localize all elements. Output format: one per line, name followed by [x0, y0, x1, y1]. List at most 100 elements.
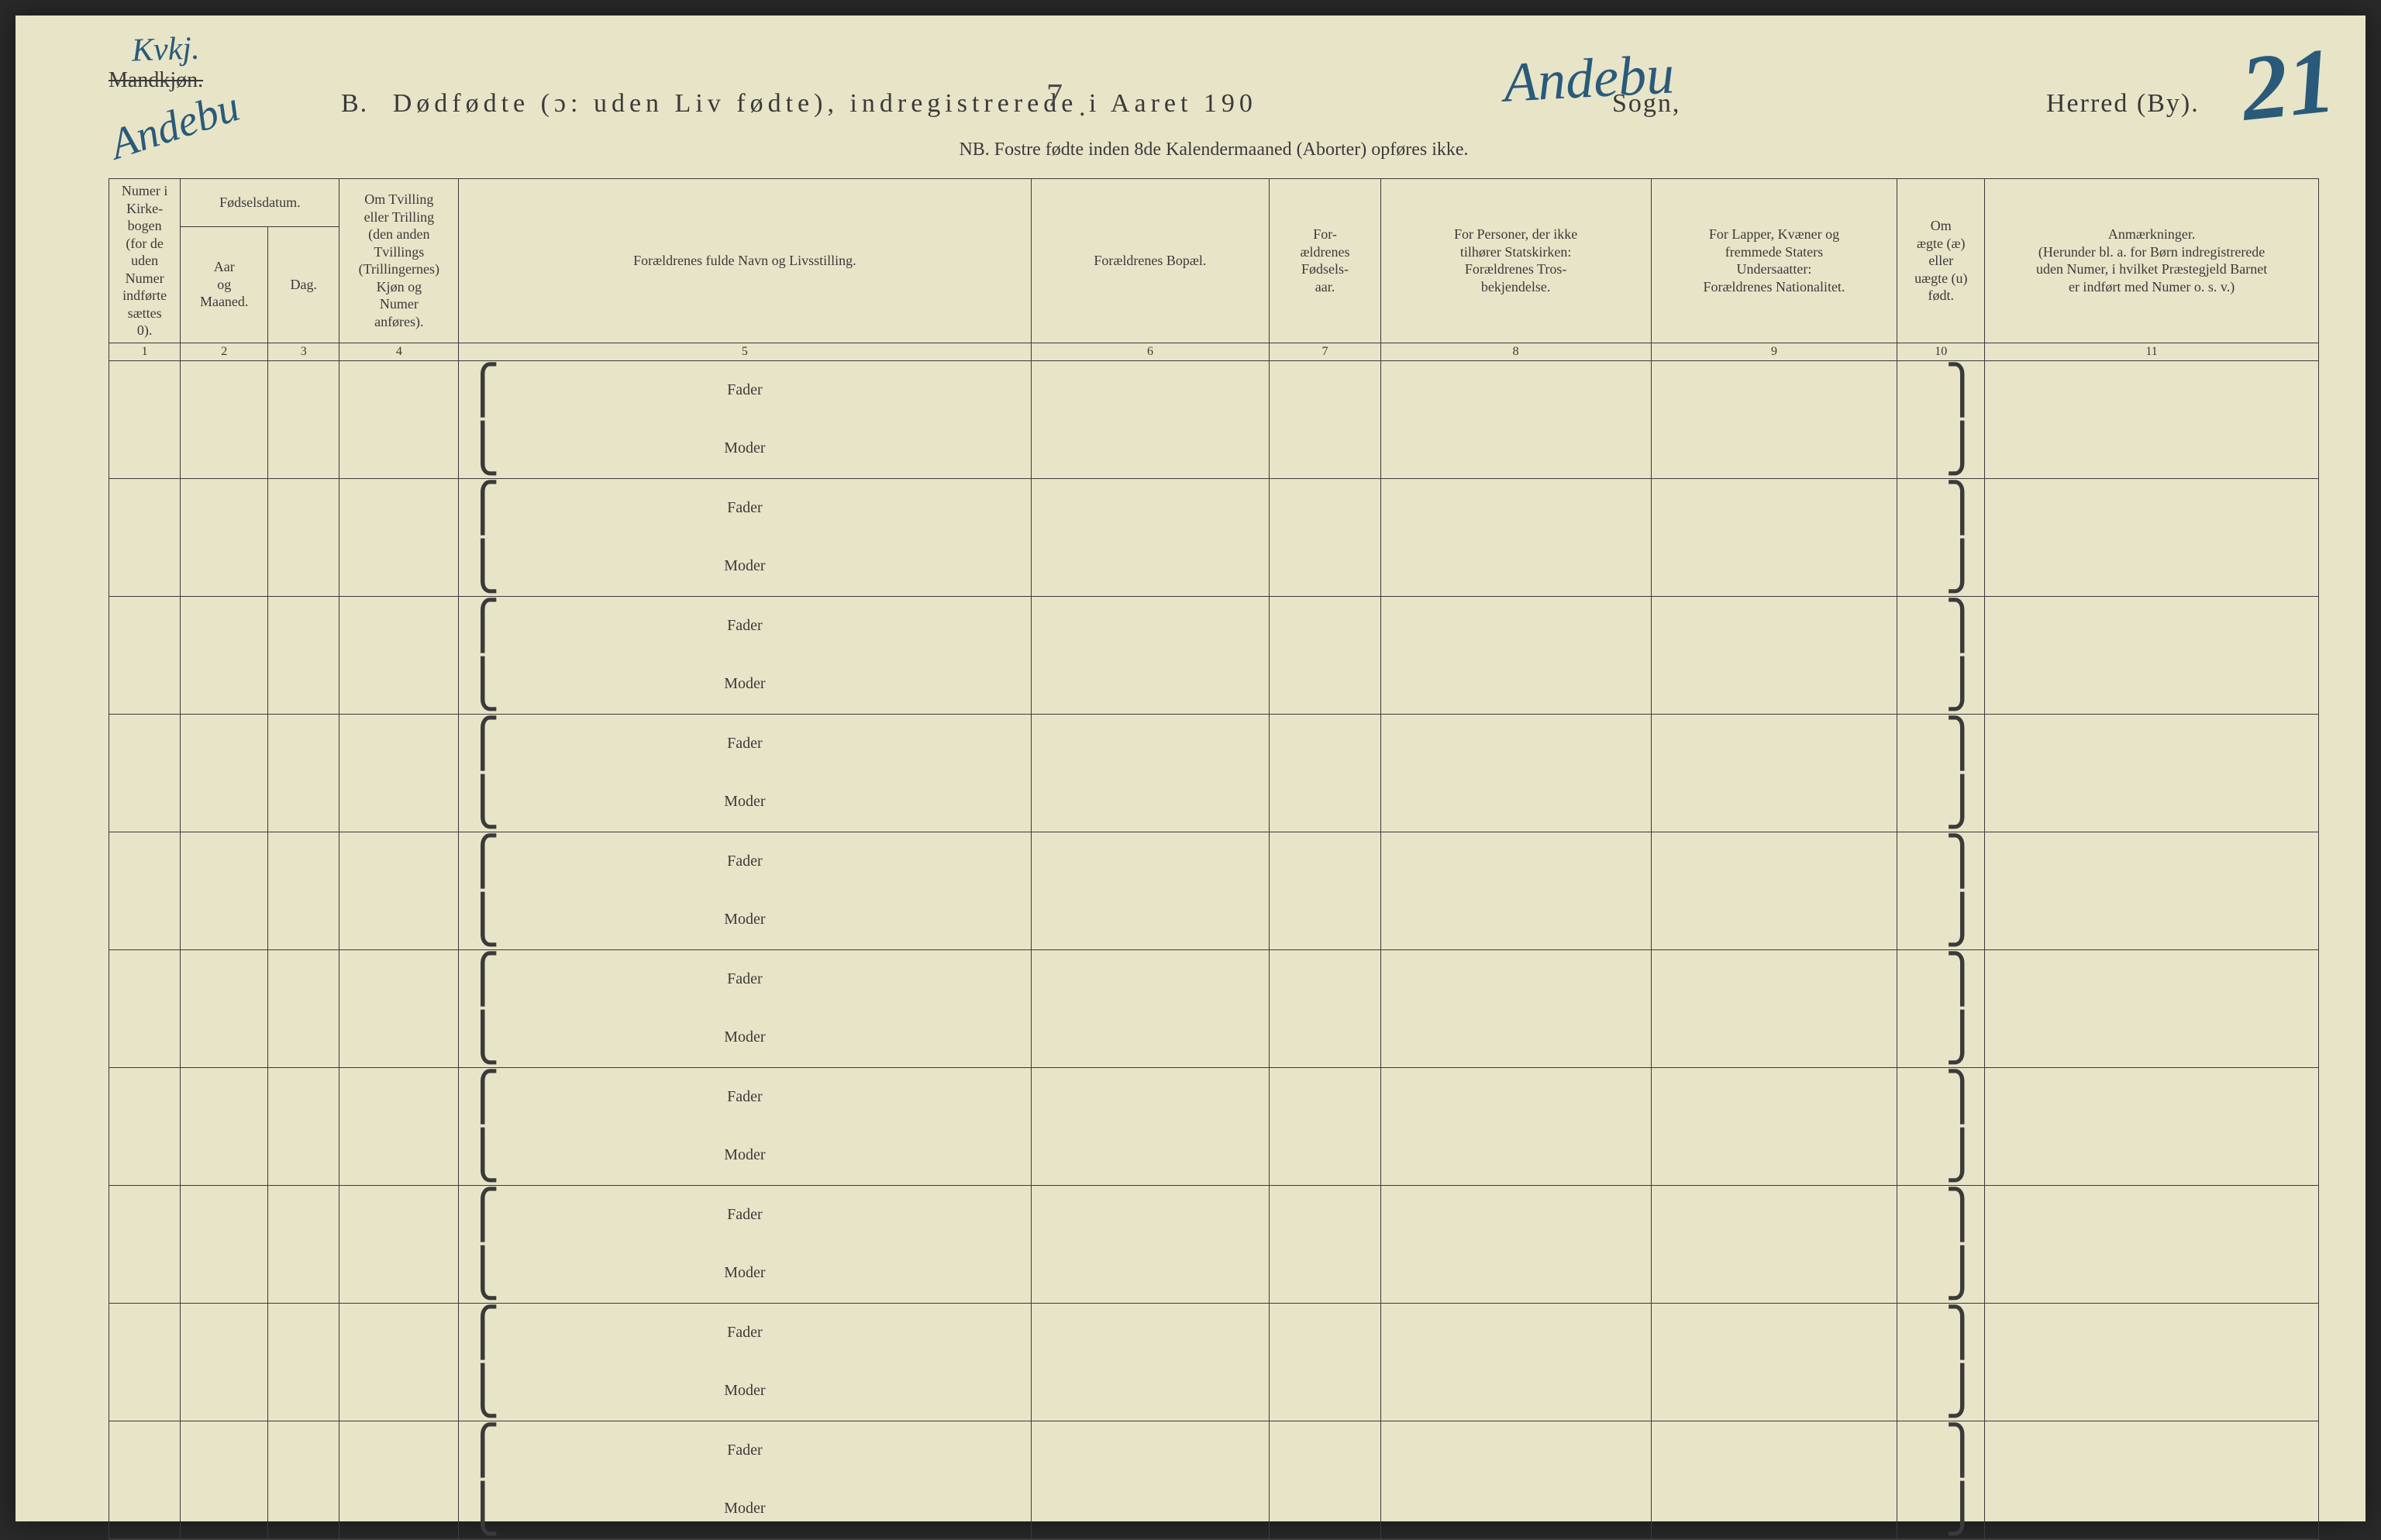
fader-cell: ⎧Fader — [459, 832, 1031, 891]
cell-col1 — [109, 1303, 181, 1421]
header-col-10: Om ægte (æ) eller uægte (u) født. — [1897, 179, 1985, 343]
cell-col1 — [109, 949, 181, 1067]
moder-cell: ⎩Moder — [459, 537, 1031, 596]
cell-col2 — [181, 832, 268, 949]
cell-col9 — [1651, 360, 1897, 478]
handwritten-page-number: 21 — [2236, 26, 2340, 143]
table-row: ⎧Fader⎫ — [109, 1303, 2319, 1362]
cell-col4 — [339, 1303, 459, 1421]
ledger-page: Kvkj. Mandkjøn. Andebu Andebu 21 B. Dødf… — [16, 16, 2365, 1521]
cell-col4 — [339, 596, 459, 714]
fader-label: Fader — [727, 970, 763, 987]
cell-col7 — [1270, 1303, 1381, 1421]
cell-col11 — [1985, 478, 2319, 596]
colnum-7: 7 — [1270, 343, 1381, 360]
cell-col7 — [1270, 832, 1381, 949]
cell-col1 — [109, 832, 181, 949]
col10-cell: ⎫ — [1897, 1421, 1985, 1480]
cell-col11 — [1985, 1185, 2319, 1303]
title-sogn-label: Sogn, — [1612, 89, 1680, 119]
cell-col11 — [1985, 949, 2319, 1067]
cell-col9 — [1651, 596, 1897, 714]
cell-col1 — [109, 1421, 181, 1538]
cell-col6 — [1031, 1067, 1270, 1185]
cell-col2 — [181, 596, 268, 714]
col10-cell: ⎭ — [1897, 1244, 1985, 1303]
cell-col6 — [1031, 360, 1270, 478]
cell-col4 — [339, 478, 459, 596]
cell-col2 — [181, 1067, 268, 1185]
col10-cell: ⎫ — [1897, 832, 1985, 891]
cell-col2 — [181, 1185, 268, 1303]
cell-col11 — [1985, 1303, 2319, 1421]
cell-col2 — [181, 714, 268, 832]
fader-label: Fader — [727, 617, 763, 634]
colnum-11: 11 — [1985, 343, 2319, 360]
fader-label: Fader — [727, 499, 763, 516]
header-col-5: Forældrenes fulde Navn og Livsstilling. — [459, 179, 1031, 343]
cell-col3 — [268, 1067, 339, 1185]
moder-label: Moder — [724, 1500, 765, 1517]
table-row: ⎧Fader ⎫ — [109, 832, 2319, 891]
col10-cell: ⎭ — [1897, 773, 1985, 832]
fader-cell: ⎧Fader — [459, 478, 1031, 537]
col10-cell: ⎫ — [1897, 596, 1985, 655]
handwritten-year-digit: 7 — [1046, 78, 1063, 115]
cell-col4 — [339, 714, 459, 832]
moder-cell: ⎩Moder — [459, 773, 1031, 832]
header-col-8: For Personer, der ikke tilhører Statskir… — [1380, 179, 1651, 343]
col10-cell: ⎭ — [1897, 655, 1985, 714]
cell-col4 — [339, 1067, 459, 1185]
cell-col6 — [1031, 1421, 1270, 1538]
handwritten-strikethrough: Mandkjøn. — [109, 68, 203, 93]
colnum-3: 3 — [268, 343, 339, 360]
fader-label: Fader — [727, 853, 763, 870]
header-col-11: Anmærkninger. (Herunder bl. a. for Børn … — [1985, 179, 2319, 343]
cell-col11 — [1985, 1421, 2319, 1538]
moder-cell: ⎩Moder — [459, 1244, 1031, 1303]
moder-label: Moder — [724, 557, 765, 574]
cell-col11 — [1985, 1067, 2319, 1185]
cell-col3 — [268, 1185, 339, 1303]
cell-col1 — [109, 1185, 181, 1303]
title-subline: NB. Fostre fødte inden 8de Kalendermaane… — [109, 140, 2319, 160]
col10-cell: ⎫ — [1897, 1067, 1985, 1126]
header-col-2: Aar og Maaned. — [181, 226, 268, 343]
cell-col2 — [181, 360, 268, 478]
title-line: B. Dødfødte (ɔ: uden Liv fødte), indregi… — [341, 89, 2319, 119]
cell-col8 — [1380, 1067, 1651, 1185]
cell-col1 — [109, 596, 181, 714]
table-row: ⎧Fader⎫ — [109, 478, 2319, 537]
cell-col8 — [1380, 949, 1651, 1067]
content-area: Kvkj. Mandkjøn. Andebu Andebu 21 B. Dødf… — [109, 54, 2319, 1459]
cell-col3 — [268, 949, 339, 1067]
moder-label: Moder — [724, 1382, 765, 1399]
header-col-3: Dag. — [268, 226, 339, 343]
header-col-6: Forældrenes Bopæl. — [1031, 179, 1270, 343]
cell-col3 — [268, 714, 339, 832]
fader-label: Fader — [727, 1442, 763, 1459]
bottom-rule — [109, 1538, 2319, 1539]
cell-col9 — [1651, 832, 1897, 949]
cell-col7 — [1270, 478, 1381, 596]
fader-label: Fader — [727, 381, 763, 398]
fader-cell: ⎧Fader — [459, 360, 1031, 419]
cell-col2 — [181, 1303, 268, 1421]
col10-cell: ⎭ — [1897, 891, 1985, 949]
moder-label: Moder — [724, 911, 765, 928]
cell-col11 — [1985, 714, 2319, 832]
colnum-4: 4 — [339, 343, 459, 360]
cell-col8 — [1380, 1185, 1651, 1303]
title-prefix: B. — [341, 89, 368, 118]
colnum-8: 8 — [1380, 343, 1651, 360]
table-row: ⎧Fader ⎫ — [109, 360, 2319, 419]
header-col-1: Numer i Kirke- bogen (for de uden Numer … — [109, 179, 181, 343]
colnum-5: 5 — [459, 343, 1031, 360]
cell-col6 — [1031, 596, 1270, 714]
cell-col4 — [339, 1185, 459, 1303]
cell-col7 — [1270, 1421, 1381, 1538]
cell-col9 — [1651, 714, 1897, 832]
cell-col7 — [1270, 949, 1381, 1067]
col10-cell: ⎫ — [1897, 360, 1985, 419]
cell-col7 — [1270, 1185, 1381, 1303]
